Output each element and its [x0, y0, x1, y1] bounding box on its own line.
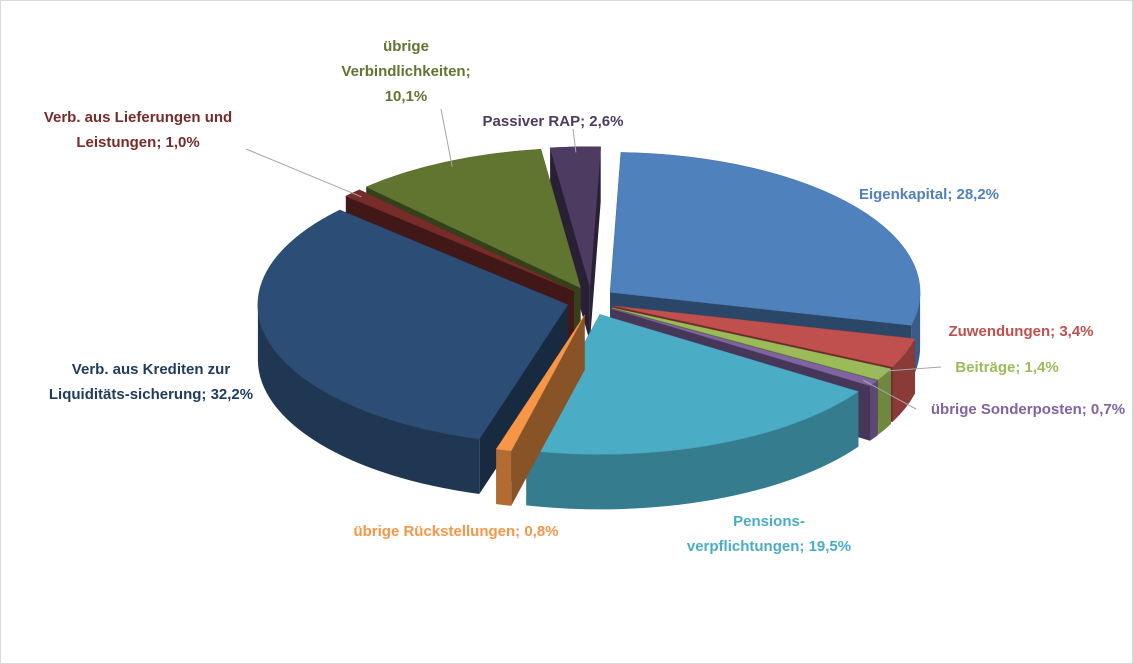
category-label: übrige Verbindlichkeiten; [341, 38, 471, 80]
category-label: übrige Rückstellungen; [353, 523, 521, 540]
slice-wall [257, 304, 480, 494]
slice-wall [878, 368, 891, 435]
category-label: Verb. aus Krediten zur Liquiditäts-siche… [48, 361, 231, 403]
value-label: 32,2% [210, 386, 254, 403]
value-label: 10,1% [384, 88, 428, 105]
value-label: 1,4% [1024, 359, 1059, 376]
slice-top [365, 148, 581, 289]
slice-side [589, 146, 601, 342]
data-label: Verb. aus Krediten zur Liquiditäts-siche… [36, 357, 266, 407]
leader-line [572, 128, 577, 153]
value-label: 3,4% [1059, 323, 1094, 340]
slice-top [525, 314, 859, 455]
value-label: 1,0% [165, 134, 200, 151]
category-label: Eigenkapital; [858, 186, 953, 203]
data-label: Pensions-verpflichtungen; 19,5% [684, 509, 854, 559]
value-label: 0,7% [1090, 401, 1126, 418]
pie-slice [495, 314, 585, 506]
category-label: Verb. aus Lieferungen und Leistungen; [43, 109, 233, 151]
data-label: Zuwendungen; 3,4% [921, 319, 1121, 344]
value-label: 28,2% [956, 186, 1000, 203]
data-label: Verb. aus Lieferungen und Leistungen; 1,… [13, 105, 263, 155]
leader-line [862, 379, 917, 410]
slice-top [609, 152, 921, 326]
value-label: 19,5% [808, 538, 852, 555]
slice-top [495, 314, 585, 452]
data-label: Beiträge; 1,4% [917, 355, 1097, 380]
slice-top [611, 308, 878, 387]
slice-top [612, 307, 892, 381]
category-label: Beiträge; [955, 359, 1021, 376]
value-label: 0,8% [524, 523, 559, 540]
slice-wall [496, 449, 512, 506]
slice-side [511, 314, 585, 506]
slice-top [613, 305, 916, 368]
slice-wall [870, 380, 878, 441]
data-label: Eigenkapital; 28,2% [799, 182, 1059, 207]
category-label: Passiver RAP; [482, 113, 586, 130]
data-label: übrige Rückstellungen; 0,8% [326, 519, 586, 544]
value-label: 2,6% [589, 113, 624, 130]
slice-top [257, 209, 569, 440]
category-label: Pensions-verpflichtungen; [686, 513, 805, 555]
category-label: übrige Sonderposten; [930, 401, 1087, 418]
category-label: Zuwendungen; [948, 323, 1056, 340]
slice-wall [892, 338, 915, 422]
data-label: übrige Sonderposten; 0,7% [913, 397, 1132, 422]
slice-wall [526, 391, 859, 510]
data-label: übrige Verbindlichkeiten; 10,1% [326, 34, 486, 109]
leader-line [873, 366, 942, 373]
leader-line [440, 108, 453, 167]
leader-line [245, 148, 362, 198]
data-label: Passiver RAP; 2,6% [453, 109, 653, 134]
